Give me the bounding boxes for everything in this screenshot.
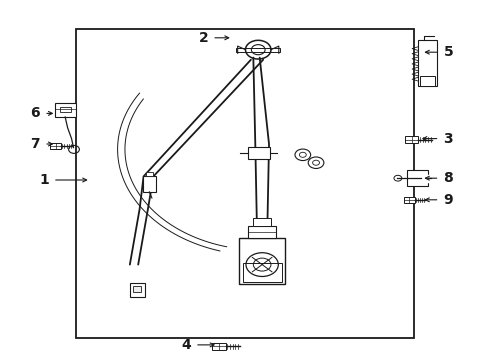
Text: 1: 1 — [39, 173, 49, 187]
Bar — [143, 176, 156, 192]
Text: 9: 9 — [443, 193, 453, 207]
Bar — [248, 226, 276, 238]
Bar — [55, 103, 76, 117]
Bar — [133, 286, 141, 292]
Text: 2: 2 — [198, 31, 208, 45]
Bar — [146, 172, 153, 176]
Bar — [130, 283, 145, 297]
Polygon shape — [427, 175, 429, 182]
Bar — [404, 197, 415, 203]
Bar — [243, 263, 281, 282]
Text: 3: 3 — [443, 132, 453, 145]
Bar — [60, 107, 71, 112]
Bar — [50, 143, 61, 149]
Bar — [248, 147, 270, 159]
Bar — [236, 48, 280, 52]
Text: 5: 5 — [443, 45, 453, 59]
Text: 7: 7 — [30, 137, 40, 151]
Text: 4: 4 — [181, 338, 191, 352]
Bar — [212, 343, 226, 350]
Bar — [418, 40, 437, 86]
Bar — [253, 218, 271, 226]
Bar — [407, 170, 428, 186]
Bar — [239, 238, 285, 284]
Text: 6: 6 — [30, 107, 40, 120]
Bar — [76, 29, 414, 338]
Text: 8: 8 — [443, 171, 453, 185]
Bar — [420, 76, 435, 86]
Bar — [405, 136, 418, 143]
